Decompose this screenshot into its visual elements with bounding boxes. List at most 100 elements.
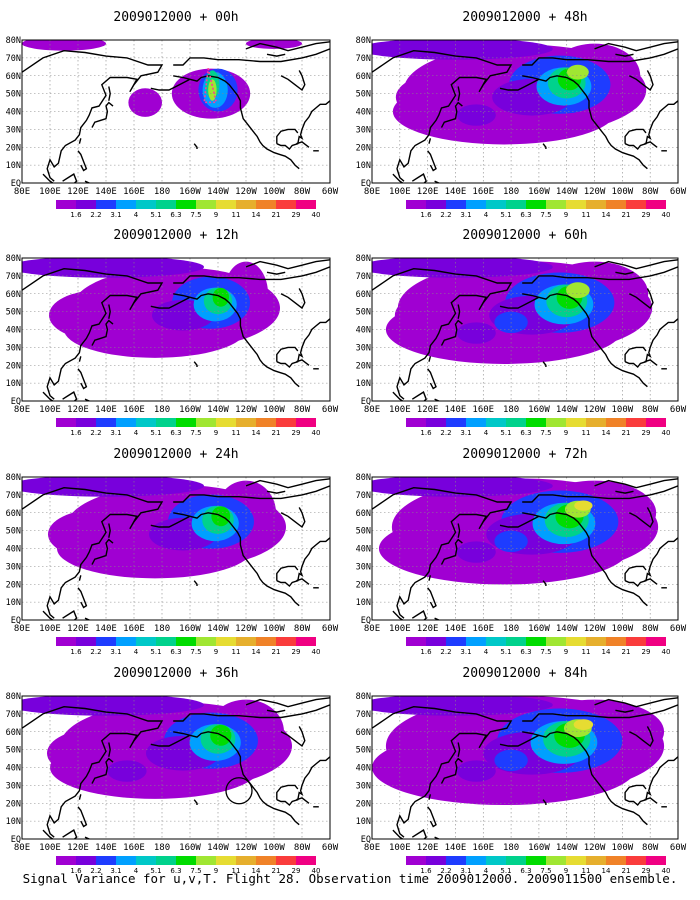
colorbar-swatch bbox=[156, 200, 176, 209]
colorbar-swatch bbox=[296, 856, 316, 865]
coastline bbox=[428, 138, 432, 144]
y-tick-label: 40N bbox=[356, 326, 371, 336]
colorbar-label: 3.1 bbox=[110, 429, 121, 437]
colorbar-label: 4 bbox=[484, 211, 489, 219]
colorbar-swatch bbox=[76, 637, 96, 646]
colorbar-swatch bbox=[646, 856, 666, 865]
colorbar-swatch bbox=[136, 856, 156, 865]
y-tick-label: 60N bbox=[6, 72, 21, 82]
y-tick-label: 70N bbox=[6, 272, 21, 282]
coastline bbox=[440, 319, 463, 346]
colorbar-swatch bbox=[136, 418, 156, 427]
colorbar-label: 6.3 bbox=[170, 648, 181, 656]
colorbar-label: 2.2 bbox=[90, 211, 101, 219]
coastline bbox=[434, 180, 441, 183]
colorbar-label: 29 bbox=[642, 867, 651, 875]
x-tick-label: 80W bbox=[642, 187, 659, 197]
x-tick-label: 140W bbox=[207, 405, 229, 415]
x-tick-label: 80W bbox=[294, 843, 311, 853]
coastline bbox=[624, 100, 678, 151]
colorbar-label: 3.1 bbox=[460, 429, 471, 437]
coastline bbox=[522, 48, 678, 66]
coastline bbox=[173, 512, 300, 607]
x-tick-label: 160E bbox=[472, 624, 494, 634]
y-tick-label: 50N bbox=[356, 746, 371, 756]
colorbar-label: 29 bbox=[292, 429, 301, 437]
colorbar-label: 21 bbox=[272, 648, 281, 656]
variance-contour bbox=[456, 760, 496, 782]
coastline bbox=[173, 48, 330, 66]
coastline bbox=[624, 565, 647, 581]
coastline bbox=[522, 75, 648, 170]
x-tick-label: 100E bbox=[389, 405, 411, 415]
coastline bbox=[594, 41, 678, 52]
x-tick-label: 140E bbox=[445, 624, 467, 634]
colorbar-swatch bbox=[76, 856, 96, 865]
map-frame bbox=[21, 695, 331, 840]
x-tick-label: 160W bbox=[528, 405, 550, 415]
colorbar-label: 7.5 bbox=[190, 867, 201, 875]
x-tick-label: 100W bbox=[263, 624, 285, 634]
coastline bbox=[522, 512, 648, 607]
coastline bbox=[193, 799, 198, 805]
colorbar-swatch bbox=[176, 637, 196, 646]
colorbar-swatch bbox=[256, 637, 276, 646]
colorbar-label: 5.1 bbox=[150, 211, 161, 219]
y-tick-label: 60N bbox=[6, 509, 21, 519]
colorbar-swatch bbox=[256, 856, 276, 865]
x-tick-label: 120W bbox=[584, 624, 606, 634]
x-tick-label: 120E bbox=[417, 624, 439, 634]
y-tick-label: 40N bbox=[6, 108, 21, 118]
x-tick-label: 120E bbox=[417, 187, 439, 197]
y-tick-label: 60N bbox=[6, 728, 21, 738]
colorbar-swatch bbox=[586, 200, 606, 209]
colorbar-swatch bbox=[426, 418, 446, 427]
map-panel: 80E 100E 120E 140E 160E 180 160W 140W 120W 100W 80… bbox=[356, 36, 687, 219]
coastline bbox=[615, 709, 634, 713]
colorbar-swatch bbox=[96, 200, 116, 209]
colorbar-label: 9 bbox=[214, 429, 218, 437]
colorbar-label: 2.2 bbox=[90, 648, 101, 656]
colorbar-swatch bbox=[566, 418, 586, 427]
colorbar-swatch bbox=[236, 418, 256, 427]
coastline bbox=[22, 49, 164, 182]
y-tick-label: 80N bbox=[356, 473, 371, 483]
colorbar-label: 1.6 bbox=[70, 429, 82, 437]
panel-title: 2009012000 + 72h bbox=[462, 447, 588, 462]
coastline bbox=[594, 697, 678, 708]
colorbar-label: 29 bbox=[292, 648, 301, 656]
colorbar-swatch bbox=[276, 418, 296, 427]
x-tick-label: 100W bbox=[263, 405, 285, 415]
coastline bbox=[173, 704, 330, 722]
map-frame bbox=[371, 39, 679, 184]
colorbar-swatch bbox=[176, 856, 196, 865]
colorbar-swatch bbox=[606, 200, 626, 209]
colorbar-label: 2.2 bbox=[440, 429, 451, 437]
variance-contour bbox=[372, 258, 553, 278]
colorbar-label: 2.2 bbox=[90, 429, 101, 437]
colorbar-label: 6.3 bbox=[520, 648, 531, 656]
coastline bbox=[42, 173, 55, 183]
colorbar-label: 9 bbox=[564, 211, 568, 219]
x-tick-label: 160E bbox=[123, 843, 145, 853]
coastline bbox=[91, 319, 114, 346]
variance-contour bbox=[22, 477, 204, 497]
colorbar-label: 9 bbox=[214, 211, 218, 219]
x-tick-label: 120W bbox=[235, 843, 257, 853]
x-tick-label: 120W bbox=[584, 405, 606, 415]
coastline bbox=[150, 734, 191, 747]
x-tick-label: 100E bbox=[389, 843, 411, 853]
coastline bbox=[42, 610, 55, 620]
variance-contour bbox=[372, 40, 553, 60]
colorbar-swatch bbox=[406, 637, 426, 646]
coastline bbox=[77, 150, 88, 172]
x-tick-label: 160W bbox=[179, 187, 201, 197]
x-tick-label: 80W bbox=[642, 843, 659, 853]
coastline bbox=[84, 398, 91, 401]
colorbar-swatch bbox=[196, 637, 216, 646]
coastline bbox=[173, 485, 330, 503]
y-tick-label: EQ bbox=[11, 835, 21, 845]
coastline bbox=[276, 537, 330, 587]
coastline bbox=[266, 271, 286, 275]
y-tick-label: 70N bbox=[6, 710, 21, 720]
